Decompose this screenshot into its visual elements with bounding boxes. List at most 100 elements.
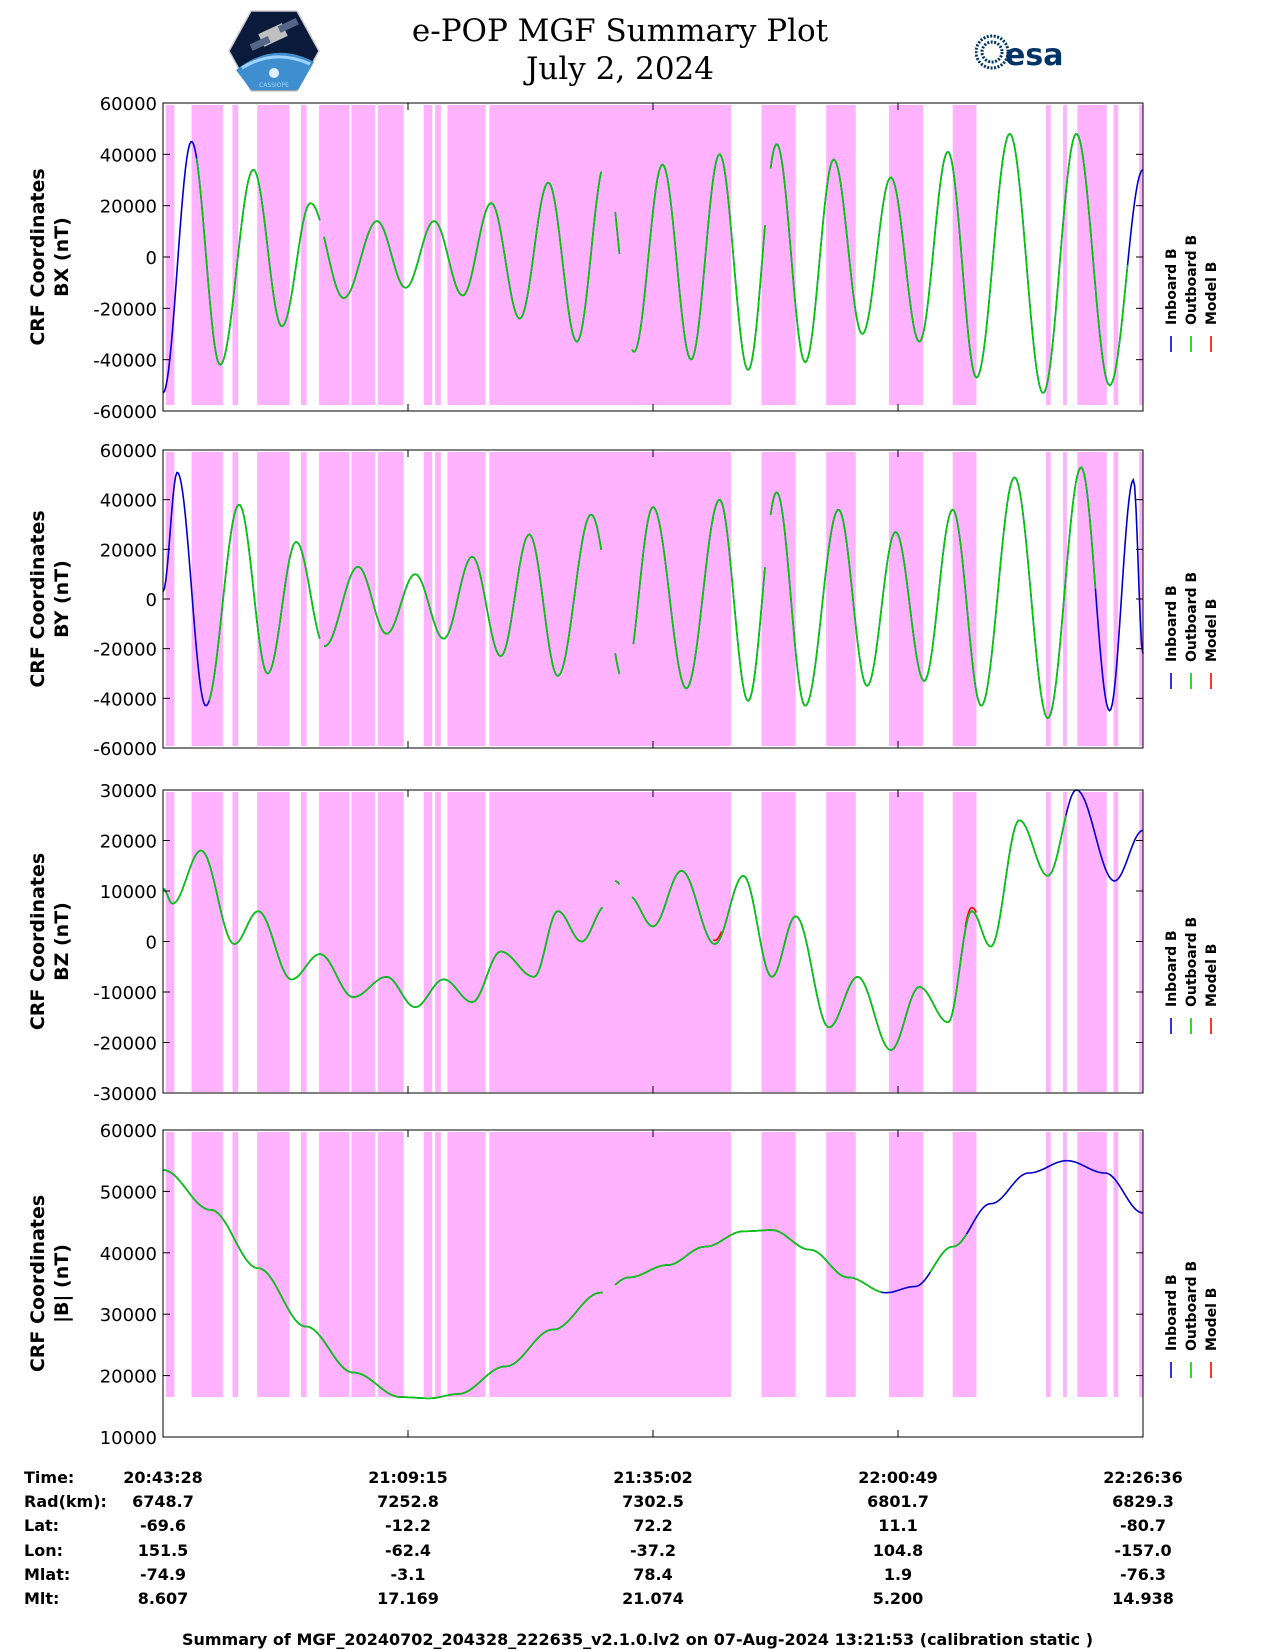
y-tick-label: 20000 [100, 1367, 157, 1388]
table-cell: 1.9 [884, 1565, 912, 1584]
table-cell: 11.1 [878, 1516, 917, 1535]
shaded-interval [165, 452, 175, 746]
y-tick-label: 60000 [100, 441, 157, 462]
shaded-interval [300, 105, 307, 405]
table-cell: -62.4 [385, 1541, 431, 1560]
legend-label: Outboard B [1184, 1261, 1200, 1351]
y-tick-label: 40000 [100, 145, 157, 166]
shaded-interval [826, 105, 856, 405]
table-cell: 22:00:49 [858, 1468, 938, 1487]
shaded-interval [489, 1132, 732, 1397]
esa-logo-icon: esa [975, 34, 1063, 73]
y-tick-label: -60000 [93, 402, 157, 423]
table-cell: 22:26:36 [1103, 1468, 1183, 1487]
table-cell: 7302.5 [622, 1492, 684, 1511]
legend-label: Inboard B [1164, 585, 1180, 662]
legend-label: Outboard B [1184, 235, 1200, 325]
shaded-interval [1045, 105, 1051, 405]
y-axis-label: CRF Coordinates [27, 510, 49, 687]
shaded-interval [232, 792, 239, 1092]
shaded-interval [351, 1132, 376, 1397]
model-b-line [712, 906, 978, 942]
shaded-interval [319, 105, 350, 405]
y-tick-label: -10000 [93, 983, 157, 1004]
shaded-interval [1113, 452, 1119, 746]
table-cell: -37.2 [630, 1541, 676, 1560]
shaded-interval [826, 792, 856, 1092]
shaded-interval [1063, 452, 1067, 746]
shaded-interval [351, 792, 376, 1092]
y-axis-label: CRF Coordinates [27, 168, 49, 345]
table-cell: 6748.7 [132, 1492, 194, 1511]
table-cell: 78.4 [633, 1565, 672, 1584]
table-cell: -74.9 [140, 1565, 186, 1584]
table-cell: 14.938 [1112, 1589, 1174, 1608]
shaded-interval [351, 452, 376, 746]
shaded-interval [257, 1132, 290, 1397]
legend-label: Inboard B [1164, 1274, 1180, 1351]
shaded-interval [447, 792, 486, 1092]
y-tick-label: -20000 [93, 299, 157, 320]
shaded-interval [300, 1132, 307, 1397]
title-line-1: e-POP MGF Summary Plot [411, 13, 829, 49]
shaded-interval [232, 452, 239, 746]
y-tick-label: -30000 [93, 1084, 157, 1105]
y-tick-label: 20000 [100, 832, 157, 853]
table-row-label: Time: [24, 1468, 74, 1487]
table-cell: -76.3 [1120, 1565, 1166, 1584]
shaded-interval [1113, 792, 1119, 1092]
shaded-interval [300, 792, 307, 1092]
outboard-b-line [208, 466, 1097, 720]
table-cell: 151.5 [138, 1541, 189, 1560]
shaded-interval [1063, 1132, 1067, 1397]
table-cell: -80.7 [1120, 1516, 1166, 1535]
shaded-interval [191, 452, 223, 746]
shaded-interval [423, 1132, 433, 1397]
legend-label: Model B [1204, 262, 1220, 325]
shaded-interval [952, 452, 977, 746]
table-row-label: Lon: [24, 1541, 63, 1560]
legend-label: Model B [1204, 1288, 1220, 1351]
shaded-interval [1139, 1132, 1143, 1397]
y-tick-label: 30000 [100, 781, 157, 802]
shaded-interval [1045, 452, 1051, 746]
legend-label: Inboard B [1164, 248, 1180, 325]
y-axis-label: CRF Coordinates [27, 1195, 49, 1372]
shaded-interval [191, 1132, 223, 1397]
shaded-interval [165, 1132, 175, 1397]
shaded-interval [378, 1132, 404, 1397]
shaded-interval [888, 452, 924, 746]
y-tick-label: 60000 [100, 1121, 157, 1142]
y-tick-label: -60000 [93, 739, 157, 760]
table-cell: 21:35:02 [613, 1468, 693, 1487]
table-row-label: Rad(km): [24, 1492, 107, 1511]
plot-title: e-POP MGF Summary Plot July 2, 2024 [400, 12, 840, 88]
shaded-interval [435, 105, 441, 405]
outboard-b-line [162, 815, 1067, 1051]
shaded-interval [435, 792, 441, 1092]
shaded-interval [423, 792, 433, 1092]
table-cell: 104.8 [873, 1541, 924, 1560]
y-tick-label: 0 [146, 248, 157, 269]
shaded-interval [1063, 792, 1067, 1092]
y-tick-label: 40000 [100, 1244, 157, 1265]
table-cell: 17.169 [377, 1589, 439, 1608]
table-cell: -157.0 [1114, 1541, 1171, 1560]
table-cell: 21:09:15 [368, 1468, 448, 1487]
y-tick-label: 50000 [100, 1182, 157, 1203]
shaded-interval [888, 1132, 924, 1397]
legend-label: Model B [1204, 599, 1220, 662]
table-cell: -69.6 [140, 1516, 186, 1535]
y-tick-label: 30000 [100, 1305, 157, 1326]
shaded-interval [447, 1132, 486, 1397]
shaded-interval [952, 1132, 977, 1397]
y-axis-label: BZ (nT) [51, 902, 73, 981]
y-tick-label: 60000 [100, 94, 157, 115]
shaded-interval [888, 105, 924, 405]
shaded-interval [826, 452, 856, 746]
shaded-interval [165, 105, 175, 405]
y-tick-label: 10000 [100, 882, 157, 903]
y-axis-label: BY (nT) [51, 560, 73, 638]
shaded-interval [489, 105, 732, 405]
